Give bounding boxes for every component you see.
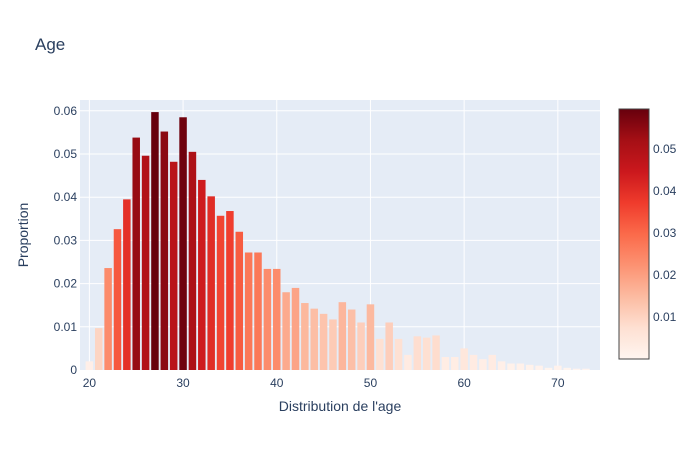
bar-age-52 (385, 322, 393, 370)
bar-age-71 (563, 367, 571, 370)
colorbar-gradient (618, 108, 650, 360)
bar-age-45 (319, 313, 328, 370)
bar-age-50 (366, 304, 375, 370)
bar-age-24 (123, 199, 131, 370)
bar-age-41 (282, 292, 290, 370)
bar-age-29 (169, 161, 178, 370)
bar-age-63 (488, 354, 496, 370)
bar-age-42 (291, 287, 300, 370)
bar-age-23 (113, 229, 122, 370)
x-axis-ticks: 20 30 40 50 60 70 (83, 376, 565, 390)
y-tick-label: 0.02 (54, 277, 78, 291)
y-tick-label: 0.03 (54, 233, 78, 247)
y-tick-label: 0.04 (54, 190, 78, 204)
x-tick-label: 70 (551, 376, 565, 390)
y-tick-label: 0.05 (54, 147, 78, 161)
bar-age-36 (235, 231, 244, 370)
bar-age-60 (460, 348, 468, 370)
bar-age-70 (554, 365, 562, 370)
bar-age-46 (329, 319, 337, 370)
bar-age-47 (338, 302, 347, 370)
bar-age-54 (404, 354, 412, 370)
bar-age-55 (413, 336, 422, 370)
y-tick-label: 0 (70, 363, 77, 377)
y-tick-label: 0.01 (54, 320, 78, 334)
bar-age-56 (422, 337, 431, 370)
chart-title: Age (35, 35, 65, 54)
bar-age-31 (188, 151, 197, 370)
bar-age-22 (104, 268, 112, 370)
bar-age-51 (376, 338, 384, 370)
bar-age-39 (263, 268, 272, 370)
bar-age-72 (572, 368, 581, 370)
bar-age-26 (141, 155, 150, 370)
bar-age-40 (273, 268, 281, 370)
bar-age-48 (347, 309, 356, 370)
bar-age-43 (301, 303, 309, 370)
colorbar-tick-label: 0.05 (653, 142, 677, 156)
colorbar-tick-label: 0.01 (653, 310, 677, 324)
colorbar-ticks: 0.01 0.02 0.03 0.04 0.05 (653, 142, 677, 324)
bar-age-73 (582, 368, 590, 370)
x-tick-label: 20 (83, 376, 97, 390)
y-axis-title: Proportion (15, 203, 31, 268)
bar-age-64 (497, 361, 506, 370)
x-tick-label: 30 (176, 376, 190, 390)
bar-age-20 (85, 361, 94, 370)
x-tick-label: 50 (364, 376, 378, 390)
bar-age-58 (441, 357, 450, 370)
x-tick-label: 40 (270, 376, 284, 390)
bars (85, 112, 590, 370)
bar-age-59 (451, 357, 459, 370)
bar-age-35 (226, 211, 234, 370)
bar-age-61 (469, 354, 478, 370)
bar-age-32 (198, 179, 206, 370)
y-tick-label: 0.06 (54, 104, 78, 118)
bar-age-27 (151, 112, 159, 370)
bar-age-69 (544, 367, 553, 370)
bar-age-62 (479, 359, 487, 370)
bar-age-44 (310, 308, 318, 370)
bar-age-57 (432, 335, 440, 370)
bar-age-66 (516, 363, 525, 370)
x-axis-title: Distribution de l'age (279, 398, 402, 414)
colorbar-tick-label: 0.02 (653, 268, 677, 282)
y-axis-ticks: 0 0.01 0.02 0.03 0.04 0.05 0.06 (54, 104, 78, 377)
bar-age-33 (207, 196, 215, 370)
bar-age-65 (507, 363, 515, 370)
bar-age-30 (179, 117, 187, 370)
bar-age-49 (357, 322, 365, 370)
x-tick-label: 60 (457, 376, 471, 390)
bar-age-34 (216, 215, 225, 370)
bar-age-68 (535, 365, 543, 370)
bar-age-38 (254, 252, 262, 370)
colorbar-tick-label: 0.04 (653, 184, 677, 198)
bar-age-28 (160, 131, 169, 370)
bar-age-37 (244, 252, 253, 370)
bar-age-25 (132, 137, 140, 370)
bar-age-67 (525, 364, 534, 370)
bar-age-53 (394, 338, 403, 370)
bar-age-21 (94, 328, 103, 370)
colorbar-tick-label: 0.03 (653, 226, 677, 240)
